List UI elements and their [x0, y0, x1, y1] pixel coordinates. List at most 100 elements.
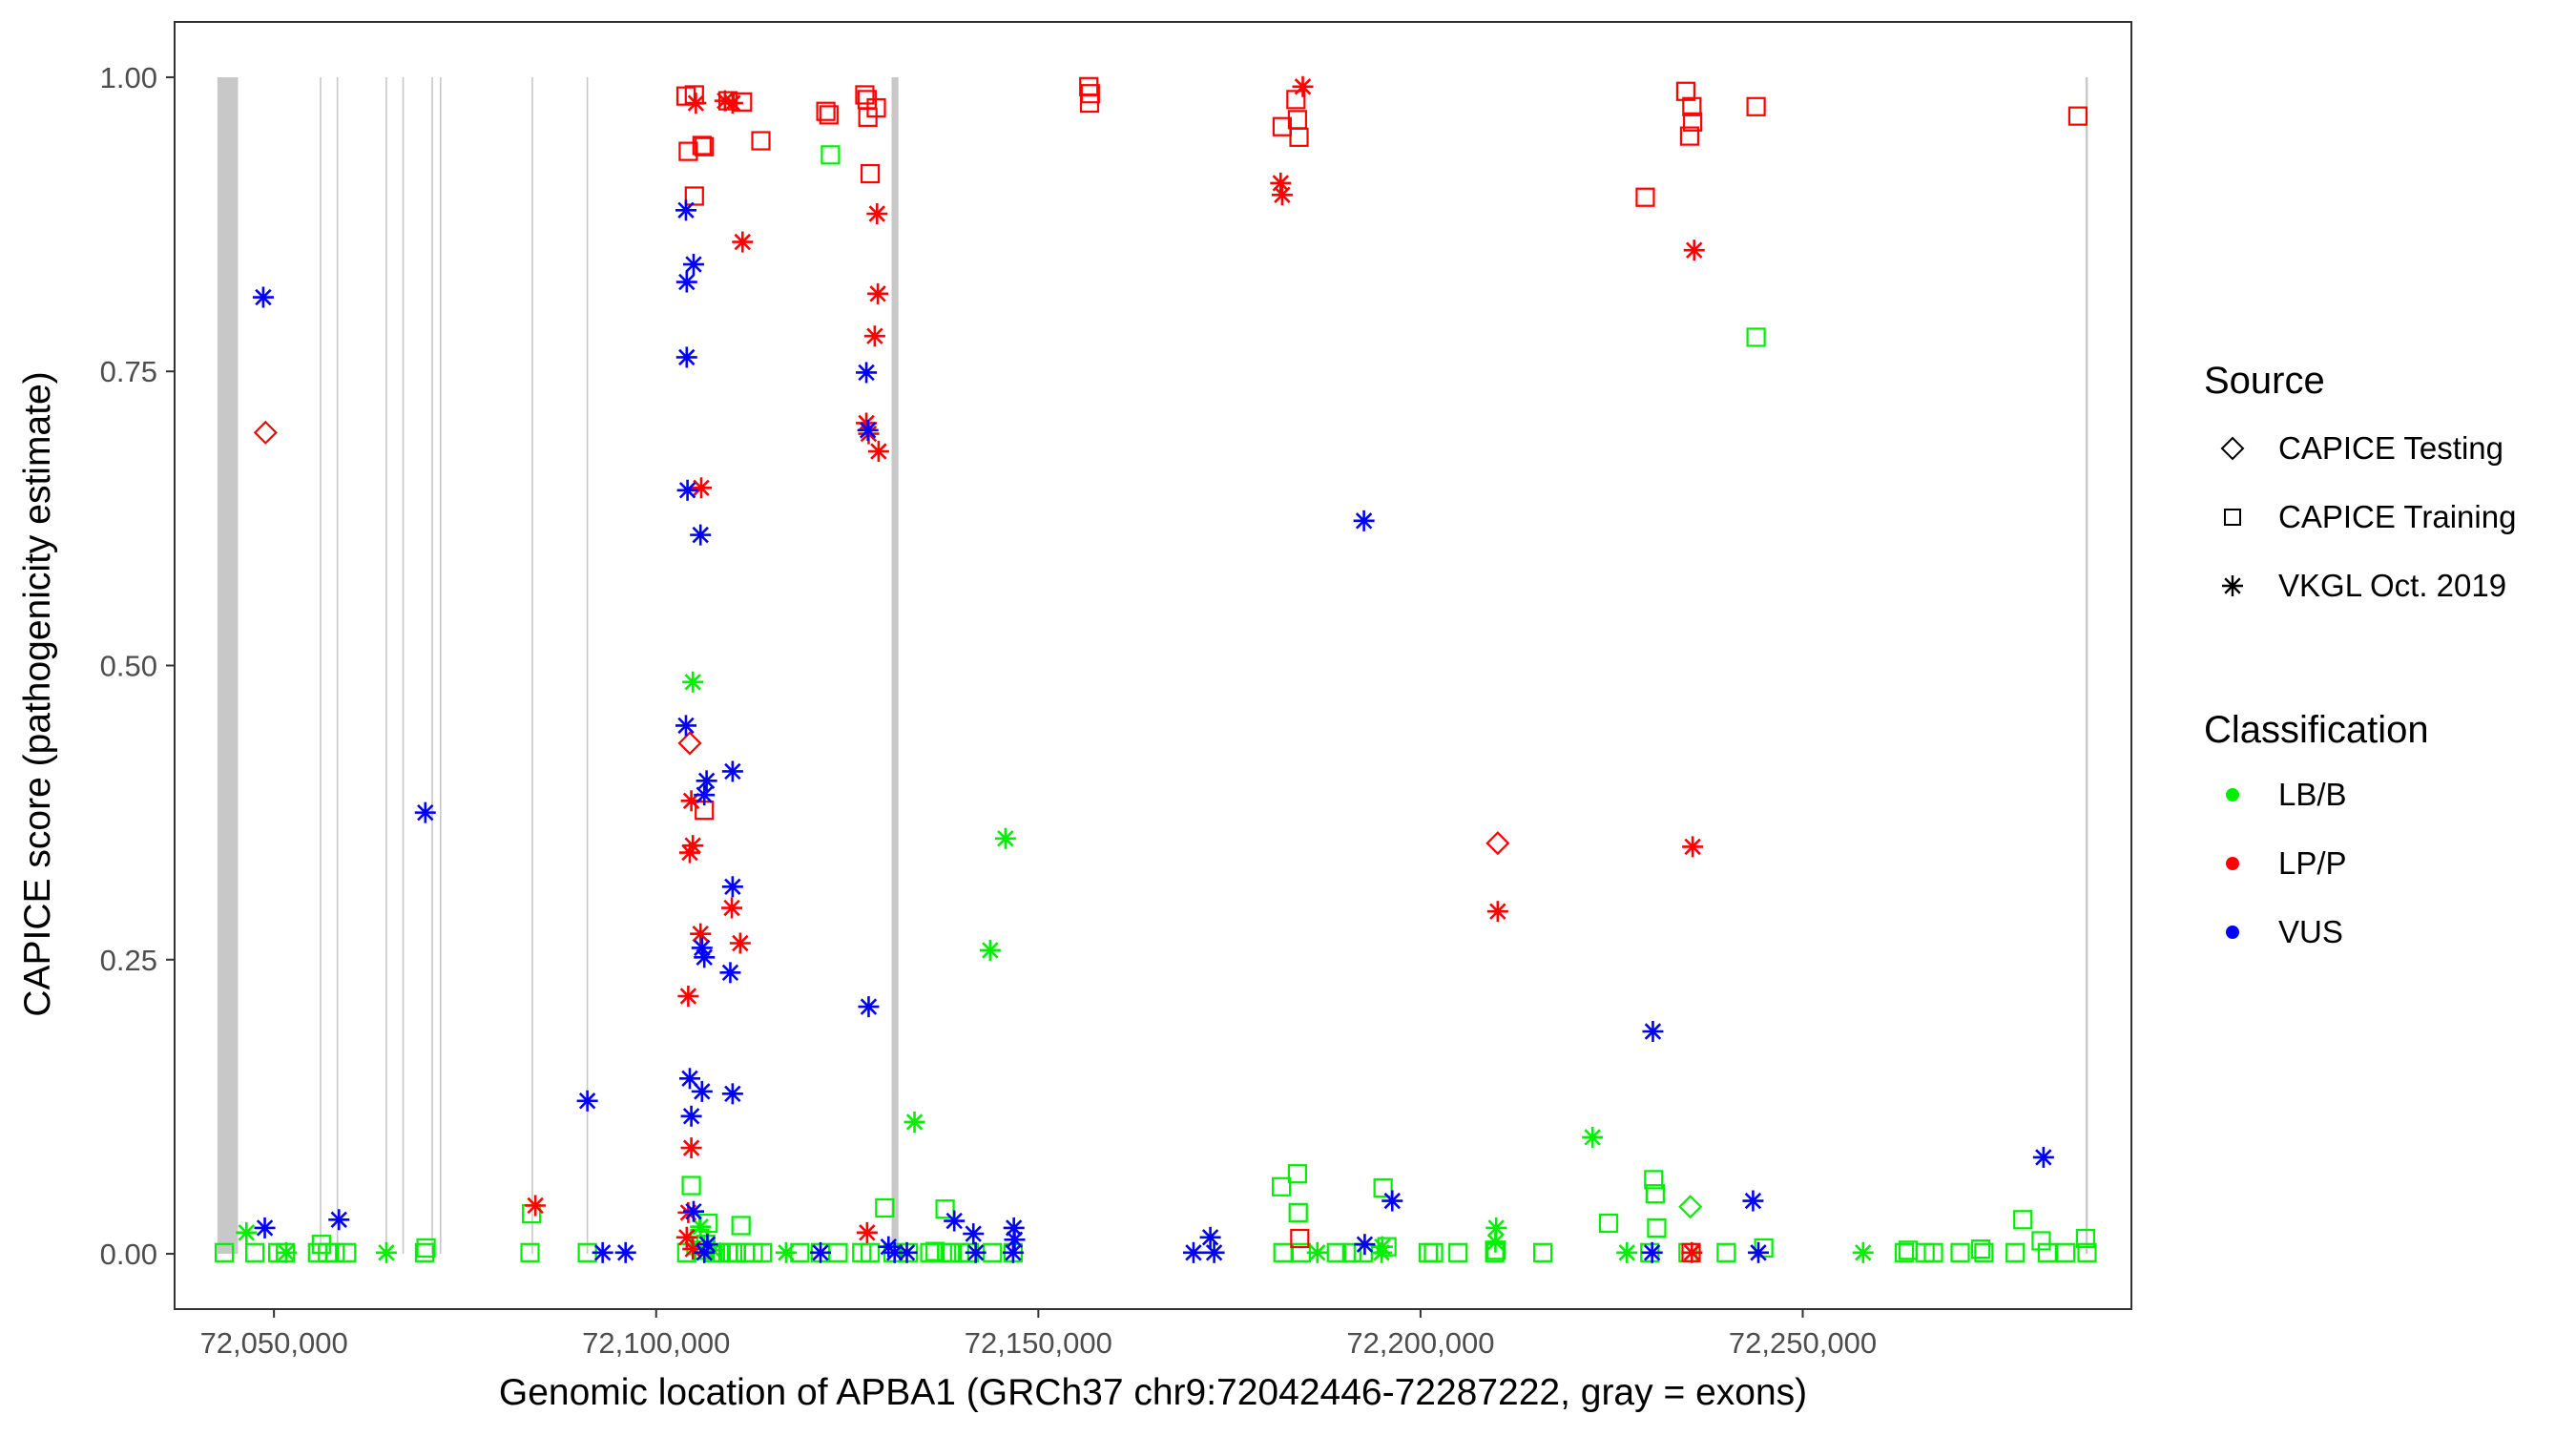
data-point-square — [1746, 327, 1766, 347]
data-point-square — [935, 1199, 955, 1219]
data-point-asterisk — [775, 1241, 797, 1263]
exon-band — [440, 76, 442, 1255]
data-point-square — [1682, 96, 1702, 116]
legend-classification-label: LP/P — [2278, 845, 2347, 881]
data-point-square — [2013, 1210, 2033, 1230]
data-point-asterisk — [690, 923, 712, 945]
data-point-square — [1373, 1177, 1393, 1198]
data-point-square — [245, 1242, 265, 1262]
legend-key-square-shape — [2224, 509, 2241, 526]
data-point-square — [819, 105, 839, 125]
data-point-asterisk — [904, 1111, 925, 1133]
data-point-square — [1683, 112, 1703, 132]
data-point-asterisk — [896, 1241, 918, 1263]
y-tick-label: 0.25 — [100, 944, 157, 977]
data-point-square — [1286, 90, 1306, 110]
data-point-square — [1679, 126, 1700, 146]
data-point-square — [2067, 106, 2088, 126]
data-point-asterisk — [858, 996, 880, 1018]
data-point-asterisk — [682, 1200, 704, 1222]
legend-key-square — [2224, 509, 2241, 526]
data-point-asterisk — [696, 770, 717, 792]
data-point-square — [1272, 116, 1292, 136]
data-point-asterisk — [677, 985, 699, 1007]
data-point-asterisk — [856, 1221, 878, 1243]
legend-source-label: CAPICE Training — [2278, 499, 2516, 534]
data-point-square — [1341, 1242, 1361, 1262]
data-point-asterisk — [675, 346, 697, 368]
x-tick-label: 72,100,000 — [582, 1326, 730, 1360]
data-point-square — [1635, 187, 1655, 207]
data-point-asterisk — [678, 842, 700, 864]
data-point-square — [1716, 1242, 1736, 1262]
data-point-asterisk — [732, 231, 754, 253]
legend-key-dot — [2226, 788, 2239, 801]
data-point-asterisk — [721, 897, 743, 919]
data-point-diamond — [1678, 1195, 1703, 1219]
data-point-asterisk — [691, 1080, 713, 1102]
data-point-asterisk — [675, 199, 696, 221]
data-point-asterisk — [856, 362, 878, 384]
x-tick-label: 72,250,000 — [1729, 1326, 1877, 1360]
data-point-asterisk — [1616, 1241, 1638, 1263]
legend-key-dot — [2226, 857, 2239, 870]
x-tick-label: 72,050,000 — [200, 1326, 348, 1360]
data-point-asterisk — [375, 1241, 397, 1263]
data-point-asterisk — [1681, 1241, 1703, 1263]
legend-source-label: VKGL Oct. 2019 — [2278, 568, 2506, 603]
exon-band — [402, 76, 405, 1255]
data-point-asterisk — [2032, 1146, 2054, 1168]
data-point-square — [875, 1197, 895, 1218]
data-point-asterisk — [414, 801, 436, 823]
data-point-square — [1644, 1170, 1664, 1190]
data-point-asterisk — [867, 282, 889, 304]
data-point-square — [695, 136, 715, 156]
y-axis-label: CAPICE score (pathogenicity estimate) — [17, 371, 58, 1016]
data-point-square — [2037, 1242, 2057, 1262]
data-point-square — [1923, 1242, 1943, 1262]
data-point-square — [860, 1242, 881, 1262]
x-tick-label: 72,200,000 — [1346, 1326, 1494, 1360]
data-point-square — [1647, 1217, 1667, 1238]
data-point-asterisk — [680, 1137, 702, 1159]
data-point-square — [1645, 1184, 1665, 1204]
data-point-asterisk — [614, 1241, 636, 1263]
data-point-square — [2077, 1242, 2097, 1262]
data-point-asterisk — [254, 1217, 276, 1238]
legend-classification-label: VUS — [2278, 914, 2343, 949]
legend-source-title: Source — [2204, 360, 2325, 402]
data-point-square — [855, 85, 875, 105]
data-point-square — [1974, 1242, 1994, 1262]
data-point-asterisk — [328, 1209, 350, 1231]
data-point-asterisk — [721, 876, 743, 898]
x-tick-label: 72,150,000 — [965, 1326, 1112, 1360]
data-point-square — [751, 131, 771, 151]
data-point-square — [678, 141, 698, 161]
data-point-square — [860, 163, 881, 184]
data-point-square — [1675, 81, 1696, 101]
data-point-square — [925, 1241, 945, 1261]
data-point-asterisk — [675, 715, 696, 737]
data-point-asterisk — [1748, 1241, 1770, 1263]
data-point-square — [753, 1242, 773, 1262]
data-point-asterisk — [694, 1241, 716, 1263]
data-point-asterisk — [1199, 1226, 1221, 1248]
legend-key-dot — [2226, 926, 2239, 939]
data-point-square — [1271, 1176, 1292, 1197]
data-point-asterisk — [1182, 1241, 1204, 1263]
y-tick-label: 0.75 — [100, 355, 157, 388]
legend-key-asterisk — [2222, 575, 2243, 596]
data-point-square — [1080, 84, 1100, 104]
data-point-asterisk — [694, 947, 716, 968]
data-point-asterisk — [863, 325, 885, 347]
data-point-square — [1289, 127, 1309, 147]
data-point-asterisk — [1002, 1241, 1024, 1263]
y-tick-label: 0.50 — [100, 650, 157, 683]
data-point-diamond — [253, 420, 278, 445]
exon-band — [217, 76, 239, 1255]
data-point-square — [416, 1238, 436, 1258]
data-point-asterisk — [685, 93, 707, 114]
data-point-square — [1326, 1242, 1346, 1262]
